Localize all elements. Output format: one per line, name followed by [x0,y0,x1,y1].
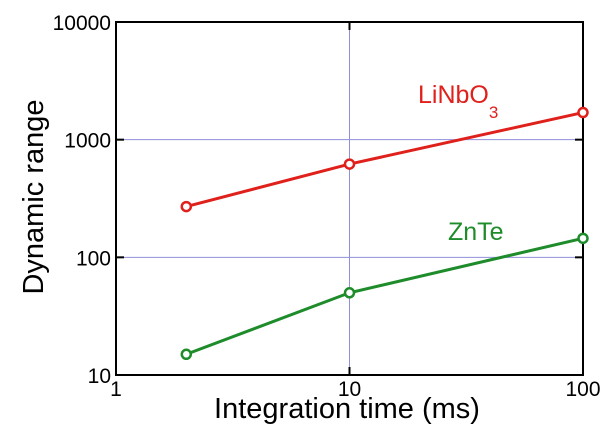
y-tick-label: 1000 [64,130,111,153]
y-axis-title: Dynamic range [18,99,50,294]
data-point [343,158,356,170]
series-label-subscript: 3 [489,103,498,122]
x-axis-title: Integration time (ms) [214,393,480,425]
y-tick-label: 10000 [53,12,111,35]
grid-lines [116,22,583,375]
series-label-linbo3: LiNbO3 [418,81,498,122]
data-point [343,287,356,299]
series-lines [180,106,589,361]
data-point [577,106,589,119]
series-line [185,236,584,356]
series-label-main: ZnTe [448,218,504,246]
series-label-main: LiNbO [418,81,489,109]
x-tick-label: 100 [565,378,600,401]
data-point [180,200,193,213]
y-tick-label: 10 [88,365,111,388]
series-label-znte: ZnTe [448,218,504,246]
data-point [577,232,589,245]
x-tick-label: 10 [338,378,361,401]
series-0 [180,106,589,213]
series-1 [180,232,589,361]
series-line [185,111,584,209]
x-tick-label: 1 [110,378,122,401]
y-tick-label: 100 [76,247,111,270]
data-point [180,348,193,361]
